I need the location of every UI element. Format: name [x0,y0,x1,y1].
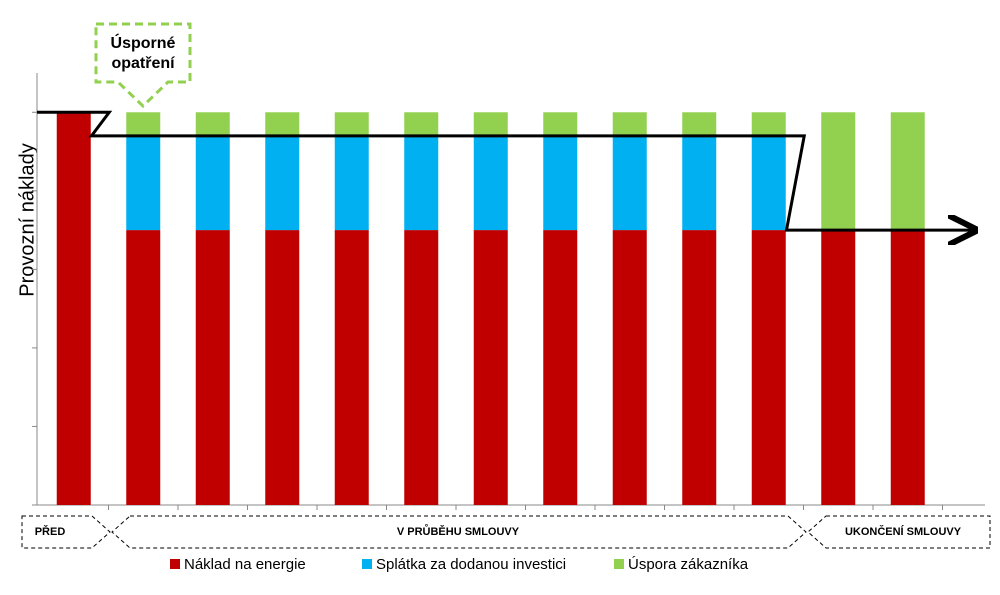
bar-segment [473,230,508,505]
phase-box [21,515,111,549]
callout-line: opatření [111,55,175,72]
bar-segment [126,230,161,505]
bar-segment [751,112,786,136]
bar-segment [543,135,578,231]
legend-swatch [170,559,180,569]
phase-label: UKONČENÍ SMLOUVY [845,525,962,538]
callout-line: Úsporné [111,33,176,52]
bar-segment [751,230,786,505]
bar-segment [195,112,230,136]
bar-segment [890,230,925,505]
bar-segment [612,135,647,231]
bar-segment [543,230,578,505]
bar-segment [404,230,439,505]
callout-shape [94,22,192,109]
bar-segment [890,112,925,231]
bar-segment [473,112,508,136]
bar-segment [265,135,300,231]
legend-label: Úspora zákazníka [628,556,749,573]
bar-segment [265,112,300,136]
bar-segment [56,112,91,505]
bar-segment [473,135,508,231]
bar-segment [126,112,161,136]
bar-segment [334,135,369,231]
bar-segment [821,112,856,231]
legend-swatch [362,559,372,569]
bar-segment [751,135,786,231]
phase-label: PŘED [35,525,66,538]
bar-segment [682,112,717,136]
legend-swatch [614,559,624,569]
phase-box [111,515,807,549]
bar-segment [612,230,647,505]
bar-segment [543,112,578,136]
bar-segment [195,135,230,231]
bar-segment [682,135,717,231]
phase-box [807,515,991,549]
bar-segment [404,135,439,231]
bar-segment [126,135,161,231]
bar-segment [612,112,647,136]
bar-segment [195,230,230,505]
y-axis-label: Provozní náklady [16,143,38,296]
callout-text: Úsporné opatření [111,33,176,72]
bar-segment [265,230,300,505]
legend-label: Náklad na energie [184,556,306,573]
bar-segment [404,112,439,136]
legend-label: Splátka za dodanou investici [376,556,566,573]
phase-label: V PRŮBĚHU SMLOUVY [397,524,520,538]
bar-segment [682,230,717,505]
bar-segment [334,112,369,136]
cost-step-line [37,110,975,230]
bar-segment [821,230,856,505]
bar-segment [334,230,369,505]
